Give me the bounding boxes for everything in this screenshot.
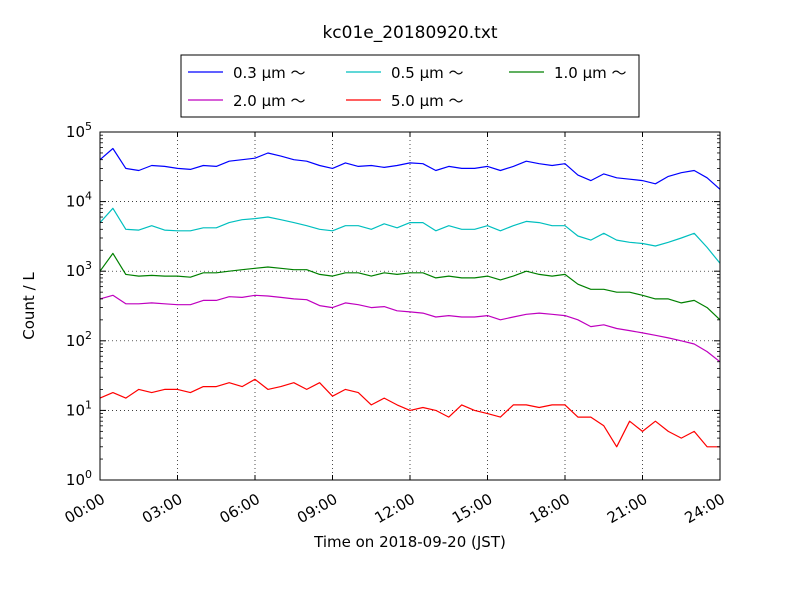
series-line-2 — [99, 252, 721, 321]
x-axis-label: Time on 2018-09-20 (JST) — [313, 533, 506, 551]
legend-label-2: 1.0 μm ～ — [554, 64, 627, 82]
y-tick-label: 103 — [66, 259, 92, 280]
legend-label-0: 0.3 μm ～ — [233, 64, 306, 82]
series-line-4 — [99, 378, 720, 448]
series-line-3 — [99, 294, 721, 363]
y-tick-label: 101 — [66, 398, 92, 419]
series-line-0 — [99, 147, 721, 190]
series-layer — [99, 147, 721, 448]
legend-label-4: 5.0 μm ～ — [391, 92, 464, 110]
y-tick-label: 105 — [66, 120, 92, 141]
series-line-1 — [99, 207, 721, 264]
y-tick-label: 102 — [66, 329, 92, 350]
legend-label-3: 2.0 μm ～ — [233, 92, 306, 110]
grid — [100, 132, 720, 480]
chart-title: kc01e_20180920.txt — [322, 23, 497, 43]
legend-label-1: 0.5 μm ～ — [391, 64, 464, 82]
legend-box — [180, 54, 640, 118]
y-axis-label: Count / L — [20, 272, 38, 340]
y-tick-label: 104 — [66, 190, 92, 211]
legend: 0.3 μm ～ 0.5 μm ～ 1.0 μm ～ 2.0 μm ～ 5.0 μm ～ — [180, 54, 640, 118]
y-tick-label: 100 — [66, 468, 92, 489]
